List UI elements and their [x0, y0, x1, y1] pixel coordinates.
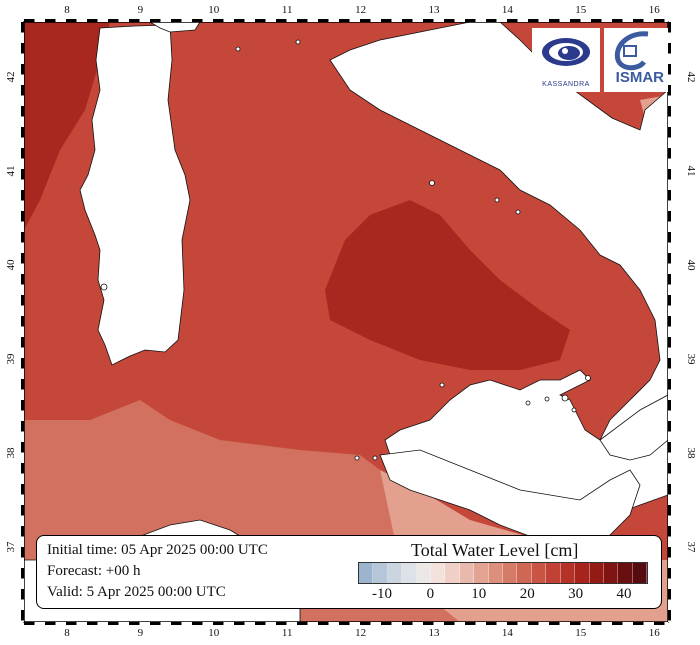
colorbar-swatch — [373, 563, 388, 583]
lon-label-top: 11 — [282, 4, 293, 16]
lat-label-right: 37 — [685, 542, 697, 554]
colorbar-tick-label: 20 — [519, 586, 535, 602]
lon-label-top: 16 — [649, 4, 661, 16]
colorbar-swatch — [474, 563, 489, 583]
colorbar-swatch — [589, 563, 604, 583]
lon-label-bottom: 14 — [502, 627, 514, 639]
colorbar-tick-label: -10 — [372, 586, 392, 602]
lon-label-bottom: 8 — [64, 627, 70, 639]
colorbar-swatch — [618, 563, 633, 583]
legend-title: Total Water Level [cm] — [411, 540, 579, 560]
lon-label-top: 10 — [208, 4, 220, 16]
colorbar — [358, 562, 648, 584]
eye-swirl-icon — [542, 38, 590, 66]
colorbar-tick-label: 0 — [426, 586, 435, 602]
lon-label-bottom: 9 — [138, 627, 144, 639]
lat-label-left: 38 — [5, 447, 17, 459]
ismar-logo-text: ISMAR — [615, 69, 664, 86]
colorbar-swatch — [488, 563, 504, 583]
colorbar-swatch — [503, 563, 518, 583]
kassandra-logo: KASSANDRA — [532, 28, 600, 92]
colorbar-tick-label: 40 — [616, 586, 632, 602]
lon-label-top: 13 — [429, 4, 441, 16]
lon-label-top: 15 — [575, 4, 587, 16]
lon-label-bottom: 10 — [208, 627, 220, 639]
forecast-step: Forecast: +00 h — [47, 563, 141, 579]
sardinia — [79, 24, 191, 366]
colorbar-swatch — [359, 563, 374, 583]
lon-label-top: 8 — [64, 4, 70, 16]
lat-label-right: 38 — [685, 448, 697, 460]
kassandra-logo-text: KASSANDRA — [542, 81, 590, 88]
lon-label-bottom: 16 — [649, 627, 661, 639]
lat-label-left: 39 — [5, 353, 17, 365]
wave-icon — [614, 31, 649, 71]
colorbar-swatch — [459, 563, 475, 583]
colorbar-tick-label: 30 — [568, 586, 584, 602]
colorbar-swatch — [603, 563, 619, 583]
lat-label-right: 40 — [685, 260, 697, 272]
initial-time: Initial time: 05 Apr 2025 00:00 UTC — [47, 542, 268, 558]
lat-label-left: 37 — [5, 541, 17, 553]
lat-label-right: 42 — [685, 72, 697, 83]
colorbar-swatch — [445, 563, 460, 583]
lon-label-bottom: 13 — [429, 627, 441, 639]
calabria — [599, 394, 668, 461]
frame-scale-bars — [21, 19, 671, 625]
lon-label-bottom: 15 — [575, 627, 587, 639]
colorbar-swatch — [575, 563, 590, 583]
colorbar-swatch — [517, 563, 532, 583]
lat-label-left: 41 — [5, 166, 17, 177]
lon-label-top: 12 — [355, 4, 366, 16]
colorbar-swatch — [387, 563, 403, 583]
lon-label-bottom: 12 — [355, 627, 366, 639]
colorbar-swatch — [546, 563, 561, 583]
lat-label-right: 41 — [685, 166, 697, 177]
lon-label-bottom: 11 — [282, 627, 293, 639]
sea-field — [24, 22, 668, 622]
colorbar-swatch — [416, 563, 432, 583]
colorbar-swatch — [531, 563, 547, 583]
colorbar-ticks: -10 0 10 20 30 40 — [358, 586, 648, 606]
longitude-labels: 8 8 9 9 10 10 11 11 12 12 13 13 14 14 15 15 16 16 — [64, 4, 660, 639]
colorbar-swatch — [560, 563, 576, 583]
lat-label-left: 40 — [5, 259, 17, 271]
lon-label-top: 9 — [138, 4, 144, 16]
info-legend-panel: Initial time: 05 Apr 2025 00:00 UTC Fore… — [36, 535, 662, 609]
valid-time: Valid: 5 Apr 2025 00:00 UTC — [47, 584, 226, 600]
sicily — [379, 449, 641, 546]
lon-label-top: 14 — [502, 4, 514, 16]
colorbar-swatch — [431, 563, 446, 583]
colorbar-tick-label: 10 — [471, 586, 487, 602]
lat-label-left: 42 — [5, 72, 17, 83]
lat-label-right: 39 — [685, 354, 697, 366]
corsica-tip — [149, 22, 201, 33]
latitude-labels: 42 42 41 41 40 40 39 39 38 38 37 37 — [5, 72, 697, 554]
colorbar-swatch — [632, 563, 648, 583]
ismar-logo: ISMAR — [604, 28, 668, 92]
colorbar-swatch — [402, 563, 417, 583]
